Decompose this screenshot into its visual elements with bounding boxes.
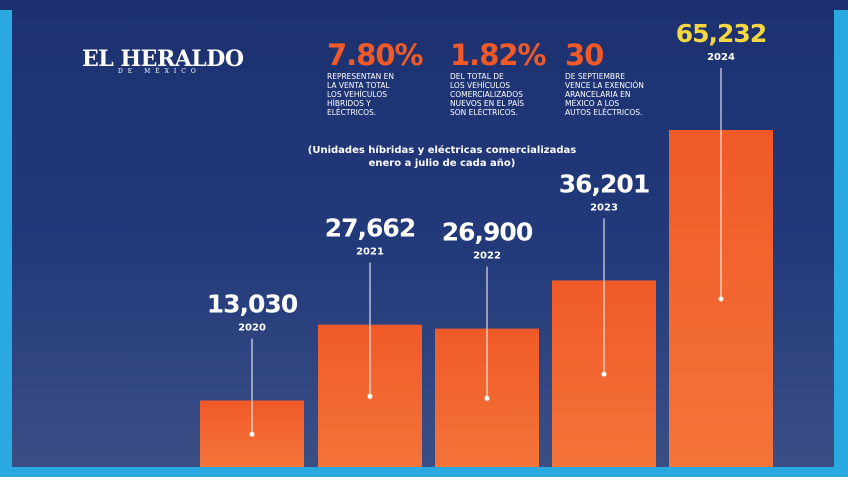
stat-line: COMERCIALIZADOS — [450, 90, 523, 99]
value-label: 13,030 — [207, 289, 298, 318]
value-label: 27,662 — [325, 214, 415, 243]
stat-line: DEL TOTAL DE — [450, 72, 504, 81]
stat-line: VENCE LA EXENCIÓN — [565, 81, 644, 90]
logo: EL HERALDO — [82, 46, 244, 72]
stat-line: DE SEPTIEMBRE — [565, 72, 626, 81]
chart: 13,030 2020 27,662 2021 26,900 2022 36,201 2023… — [200, 19, 773, 467]
value-label: 36,201 — [559, 169, 649, 198]
stat: 7.80% REPRESENTAN EN LA VENTA TOTAL LOS VEH… — [327, 38, 424, 117]
category-label: 2024 — [707, 52, 735, 63]
subtitle: (Unidades híbridas y eléctricas comercia… — [292, 144, 592, 170]
category-label: 2020 — [238, 322, 266, 333]
value-label: 26,900 — [442, 218, 533, 247]
stat: 1.82% DEL TOTAL DE LOS VEHÍCULOS COMERCIALI… — [450, 38, 547, 117]
value-label: 65,232 — [676, 19, 766, 48]
stat-line: HÍBRIDOS Y — [327, 99, 371, 108]
subtitle-line: (Unidades híbridas y eléctricas comercia… — [307, 145, 577, 156]
stat-line: SON ELÉCTRICOS. — [450, 108, 518, 117]
stat-line: LA VENTA TOTAL — [327, 81, 390, 90]
leader-dot — [249, 431, 255, 437]
stat-line: MÉXICO A LOS — [565, 99, 620, 108]
category-label: 2022 — [473, 251, 501, 262]
top-bar — [0, 0, 848, 10]
stat-value: 1.82% — [450, 38, 547, 72]
leader-dot — [601, 371, 607, 377]
stat-line: ELÉCTRICOS. — [327, 108, 377, 117]
category-label: 2023 — [590, 202, 618, 213]
leader-dot — [484, 395, 490, 401]
leader-dot — [367, 393, 373, 399]
stat-line: LOS VEHÍCULOS — [450, 81, 510, 90]
stat-line: REPRESENTAN EN — [327, 72, 395, 81]
stat-line: ARANCELARIA EN — [565, 90, 631, 99]
panel: EL HERALDO DE MÉXICO 7.80% REPRESENTAN EN… — [12, 10, 834, 467]
stat-line: AUTOS ELÉCTRICOS. — [565, 108, 643, 117]
subtitle-line: enero a julio de cada año) — [368, 158, 516, 169]
stat-value: 7.80% — [327, 38, 424, 72]
stat: 30 DE SEPTIEMBRE VENCE LA EXENCIÓN ARANCELA… — [565, 38, 644, 117]
stat-value: 30 — [565, 38, 604, 72]
leader-dot — [718, 296, 724, 302]
stat-line: LOS VEHÍCULOS — [327, 90, 387, 99]
logo-sub: DE MÉXICO — [118, 68, 201, 75]
category-label: 2021 — [356, 247, 384, 258]
stat-line: NUEVOS EN EL PAÍS — [450, 99, 525, 108]
